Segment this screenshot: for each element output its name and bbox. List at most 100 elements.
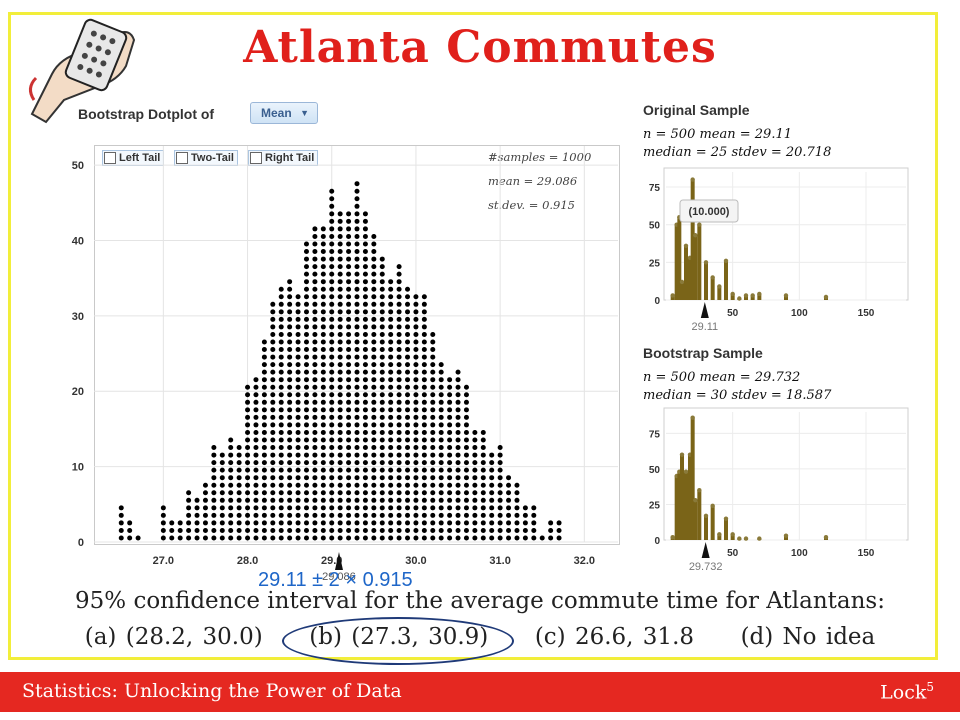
dotplot-dot [245,482,251,488]
dotplot-dot [337,324,343,330]
dotplot-dot [413,294,419,300]
dotplot-dot [278,490,284,496]
dotplot-dot [447,535,453,541]
dotplot-dot [329,422,335,428]
dotplot-dot [405,445,411,451]
right-tail-checkbox[interactable]: Right Tail [248,150,319,166]
dotplot-dot [295,354,301,360]
dotplot-dot [312,392,318,398]
dotplot-dot [371,271,377,277]
dotplot-dot [202,535,208,541]
dotplot-dot [287,520,293,526]
dotplot-dot [472,445,478,451]
dotplot-dot [379,512,385,518]
dotplot-dot [261,362,267,368]
dotplot-dot [388,392,394,398]
dotplot-dot [329,437,335,443]
dotplot-dot [421,490,427,496]
dotplot-dot [346,354,352,360]
dotplot-dot [455,535,461,541]
dotplot-dot [278,384,284,390]
dotplot-dot [329,218,335,224]
dotplot-dot [329,512,335,518]
dotplot-dot [506,497,512,503]
dotplot-dot [371,301,377,307]
dotplot-dot [396,460,402,466]
option-c[interactable]: (c) 26.6, 31.8 [534,624,695,650]
dotplot-dot [261,505,267,511]
dotplot-dot [480,445,486,451]
dotplot-dot [413,535,419,541]
dotplot-dot [447,452,453,458]
original-histogram-bar [684,245,688,300]
dotplot-dot [261,339,267,345]
dotplot-dot [303,301,309,307]
dotplot-dot [354,490,360,496]
dotplot-dot [396,407,402,413]
dotplot-dot [354,226,360,232]
dotplot-dot [413,384,419,390]
dotplot-dot [430,369,436,375]
original-histogram-bar-cap [683,243,689,248]
dotplot-dot [202,490,208,496]
dotplot-dot [388,407,394,413]
dotplot-dot [329,301,335,307]
dotplot-dot [312,527,318,533]
dotplot-dot [455,482,461,488]
dotplot-dot [388,520,394,526]
dotplot-dot [346,347,352,353]
option-d[interactable]: (d) No idea [740,624,876,650]
dotplot-dot [463,452,469,458]
dotplot-dot [346,437,352,443]
dotplot-dot [489,452,495,458]
option-a[interactable]: (a) (28.2, 30.0) [84,624,263,650]
dotplot-dot [463,475,469,481]
dotplot-dot [337,399,343,405]
dotplot-dot [421,377,427,383]
dotplot-dot [177,520,183,526]
dotplot-dot [346,399,352,405]
dotplot-dot [362,512,368,518]
dotplot-dot [405,324,411,330]
dotplot-dot [396,279,402,285]
dotplot-dot [379,339,385,345]
dotplot-dot [329,475,335,481]
dotplot-dot [421,437,427,443]
dotplot-dot [354,211,360,217]
two-tail-checkbox[interactable]: Two-Tail [174,150,238,166]
dotplot-dot [295,520,301,526]
dotplot-dot [430,445,436,451]
dotplot-dot [303,362,309,368]
dotplot-dot [497,497,503,503]
statistic-select[interactable]: Mean ▼ [250,102,318,124]
dotplot-dot [379,377,385,383]
dotplot-dot [371,331,377,337]
dotplot-dot [346,429,352,435]
dotplot-dot [463,505,469,511]
dotplot-dot [346,520,352,526]
dotplot-dot [312,339,318,345]
dotplot-dot [463,414,469,420]
dotplot-dot [320,384,326,390]
dotplot-dot [413,392,419,398]
dotplot-dot [211,527,217,533]
dotplot-dot [287,362,293,368]
dotplot-dot [261,467,267,473]
dotplot-dot [303,271,309,277]
dotplot-dot [396,505,402,511]
left-tail-checkbox[interactable]: Left Tail [102,150,165,166]
dotplot-dot [337,414,343,420]
dotplot-dot [497,467,503,473]
dotplot-dot [354,241,360,247]
dotplot-dot [320,331,326,337]
dotplot-dot [362,309,368,315]
dotplot-dot [455,520,461,526]
dotplot-dot [489,527,495,533]
dotplot-dot [211,497,217,503]
dotplot-dot [371,414,377,420]
dotplot-dot [430,392,436,398]
dotplot-dot [295,505,301,511]
bootstrap-histogram-bar [680,454,684,540]
dotplot-dot [405,377,411,383]
dotplot-dot [312,233,318,239]
